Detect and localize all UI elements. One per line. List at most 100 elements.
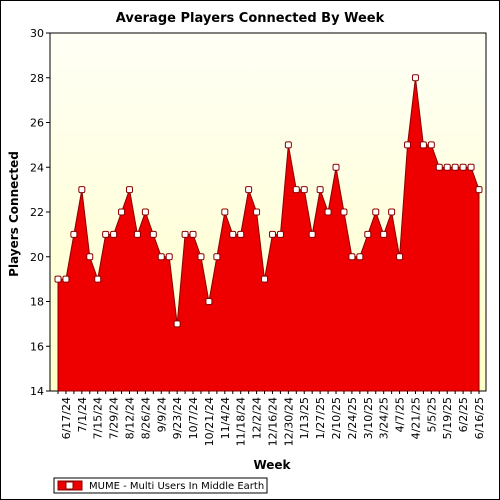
x-tick-label: 2/24/25 — [346, 397, 359, 439]
y-tick-label: 20 — [30, 251, 44, 264]
x-tick-label: 12/2/24 — [251, 397, 264, 439]
data-point — [308, 230, 316, 238]
x-tick-label: 9/23/24 — [171, 397, 184, 439]
data-point — [221, 208, 229, 216]
data-point — [324, 208, 332, 216]
data-point — [364, 230, 372, 238]
x-tick-label: 3/24/25 — [378, 397, 391, 439]
data-point — [292, 186, 300, 194]
x-tick-label: 1/13/25 — [298, 397, 311, 439]
data-point — [340, 208, 348, 216]
data-point — [62, 275, 70, 283]
data-point — [94, 275, 102, 283]
x-tick-label: 5/5/25 — [425, 397, 438, 432]
data-point — [475, 186, 483, 194]
legend-box — [53, 477, 268, 494]
data-point — [427, 141, 435, 149]
marker-layer — [54, 74, 483, 328]
data-point — [70, 230, 78, 238]
data-point — [451, 163, 459, 171]
data-point — [276, 230, 284, 238]
y-tick-label: 16 — [30, 340, 44, 353]
x-tick-label: 11/18/24 — [235, 397, 248, 446]
data-point — [467, 163, 475, 171]
x-tick-label: 10/7/24 — [187, 397, 200, 439]
data-point — [141, 208, 149, 216]
x-tick-label: 9/9/24 — [155, 397, 168, 432]
x-tick-label: 3/10/25 — [362, 397, 375, 439]
data-point — [102, 230, 110, 238]
data-point — [189, 230, 197, 238]
x-tick-label: 2/10/25 — [330, 397, 343, 439]
x-tick-label: 6/2/25 — [457, 397, 470, 432]
y-tick-label: 24 — [30, 161, 44, 174]
x-tick-label: 12/16/24 — [266, 397, 279, 446]
data-point — [205, 298, 213, 305]
data-point — [118, 208, 126, 216]
x-tick-label: 7/15/24 — [92, 397, 105, 439]
data-point — [237, 230, 245, 238]
data-point — [253, 208, 261, 216]
data-point — [54, 275, 62, 283]
x-tick-label: 6/16/25 — [473, 397, 486, 439]
x-axis-label: Week — [253, 458, 291, 472]
data-point — [332, 163, 340, 171]
x-axis: 6/17/24 7/1/24 7/15/24 7/29/24 8/12/24 8/26/2… — [57, 391, 486, 446]
x-tick-label: 10/21/24 — [203, 397, 216, 446]
x-tick-label: 7/29/24 — [108, 397, 121, 439]
data-point — [316, 186, 324, 194]
data-point — [284, 141, 292, 149]
data-point — [245, 186, 253, 194]
data-point — [300, 186, 308, 194]
data-point — [86, 253, 94, 261]
data-point — [213, 253, 221, 261]
data-point — [149, 230, 157, 238]
data-point — [356, 253, 364, 261]
data-point — [78, 186, 86, 194]
data-point — [110, 230, 118, 238]
y-tick-label: 30 — [30, 27, 44, 40]
data-point — [419, 141, 427, 149]
chart-title: Average Players Connected By Week — [116, 11, 385, 26]
legend-marker — [65, 481, 74, 490]
data-point — [268, 230, 276, 238]
data-point — [348, 253, 356, 261]
x-tick-label: 4/21/25 — [409, 397, 422, 439]
data-point — [165, 253, 173, 261]
y-tick-label: 26 — [30, 117, 44, 130]
x-tick-label: 8/12/24 — [123, 397, 136, 439]
y-axis: 14 16 18 20 22 24 26 28 30 — [30, 27, 50, 398]
legend-label: MUME - Multi Users In Middle Earth — [89, 481, 264, 492]
x-tick-label: 8/26/24 — [139, 397, 152, 439]
x-tick-label: 5/19/25 — [441, 397, 454, 439]
legend: MUME - Multi Users In Middle Earth — [53, 477, 268, 494]
y-tick-label: 22 — [30, 206, 44, 219]
data-point — [157, 253, 165, 261]
y-tick-label: 28 — [30, 72, 44, 85]
x-tick-label: 11/4/24 — [219, 397, 232, 439]
data-point — [396, 253, 404, 261]
data-point — [197, 253, 205, 261]
data-point — [388, 208, 396, 216]
data-point — [372, 208, 380, 216]
y-tick-label: 14 — [30, 385, 44, 398]
y-axis-label: Players Connected — [7, 151, 21, 277]
data-point — [443, 163, 451, 171]
x-tick-label: 1/27/25 — [314, 397, 327, 439]
data-point — [173, 320, 181, 328]
data-point — [435, 163, 443, 171]
x-tick-label: 12/30/24 — [282, 397, 295, 446]
data-point — [261, 275, 269, 283]
data-point — [404, 141, 412, 149]
x-tick-label: 7/1/24 — [76, 397, 89, 432]
data-point — [133, 230, 141, 238]
y-tick-label: 18 — [30, 296, 44, 309]
data-point — [411, 74, 419, 82]
data-point — [181, 230, 189, 238]
x-tick-label: 4/7/25 — [394, 397, 407, 432]
data-point — [125, 186, 133, 194]
data-point — [380, 230, 388, 238]
data-point — [459, 163, 467, 171]
data-point — [229, 230, 237, 238]
